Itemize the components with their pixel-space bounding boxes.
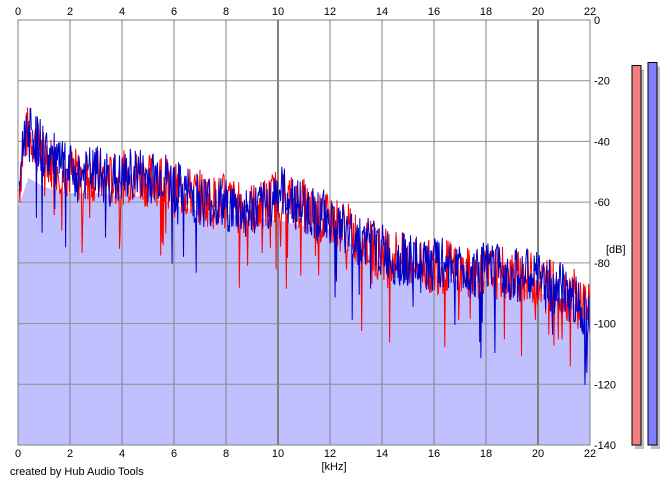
x-tick-label-bottom: 16	[428, 448, 440, 460]
y-tick-label: 0	[594, 15, 600, 27]
x-ticks-bottom: 0 2 4 6 8 10 12 14 16 18 20 22	[15, 448, 596, 460]
x-tick-label-bottom: 10	[272, 448, 284, 460]
y-tick-label: -100	[594, 319, 616, 331]
x-ticks-top: 0 2 4 6 8 10 12 14 16 18 20 22	[15, 6, 596, 18]
x-tick-label-top: 18	[480, 6, 492, 18]
x-tick-label-top: 6	[171, 6, 177, 18]
x-tick-label-top: 2	[67, 6, 73, 18]
y-tick-label: -60	[594, 197, 610, 209]
x-tick-label-top: 14	[376, 6, 388, 18]
level-meter-bar	[631, 65, 642, 446]
x-tick-label-top: 4	[119, 6, 125, 18]
x-tick-label-top: 0	[15, 6, 21, 18]
x-tick-label-top: 20	[532, 6, 544, 18]
y-axis-label: [dB]	[606, 244, 626, 256]
y-ticks-right: 0 -20 -40 -60 -80 -100 -120 -140	[594, 15, 616, 452]
series-line-1	[18, 107, 591, 367]
series-line-2	[18, 107, 591, 385]
y-tick-label: -80	[594, 258, 610, 270]
x-tick-label-bottom: 20	[532, 448, 544, 460]
x-tick-label-bottom: 2	[67, 448, 73, 460]
y-tick-label: -120	[594, 379, 616, 391]
series-group	[18, 107, 591, 385]
x-tick-label-bottom: 12	[324, 448, 336, 460]
x-tick-label-bottom: 8	[223, 448, 229, 460]
x-tick-label-bottom: 0	[15, 448, 21, 460]
x-tick-label-top: 22	[584, 6, 596, 18]
x-tick-label-top: 16	[428, 6, 440, 18]
x-tick-label-bottom: 14	[376, 448, 388, 460]
x-axis-label: [kHz]	[321, 461, 346, 473]
level-meters	[631, 62, 660, 450]
level-meter-bar	[647, 62, 658, 446]
credit-text: created by Hub Audio Tools	[10, 466, 144, 478]
x-tick-label-bottom: 22	[584, 448, 596, 460]
x-tick-label-bottom: 4	[119, 448, 125, 460]
x-tick-label-top: 8	[223, 6, 229, 18]
y-tick-label: -40	[594, 136, 610, 148]
y-tick-label: -140	[594, 440, 616, 452]
x-tick-label-top: 10	[272, 6, 284, 18]
plot-border	[17, 19, 591, 446]
x-tick-label-bottom: 18	[480, 448, 492, 460]
x-tick-label-top: 12	[324, 6, 336, 18]
y-tick-label: -20	[594, 76, 610, 88]
x-tick-label-bottom: 6	[171, 448, 177, 460]
